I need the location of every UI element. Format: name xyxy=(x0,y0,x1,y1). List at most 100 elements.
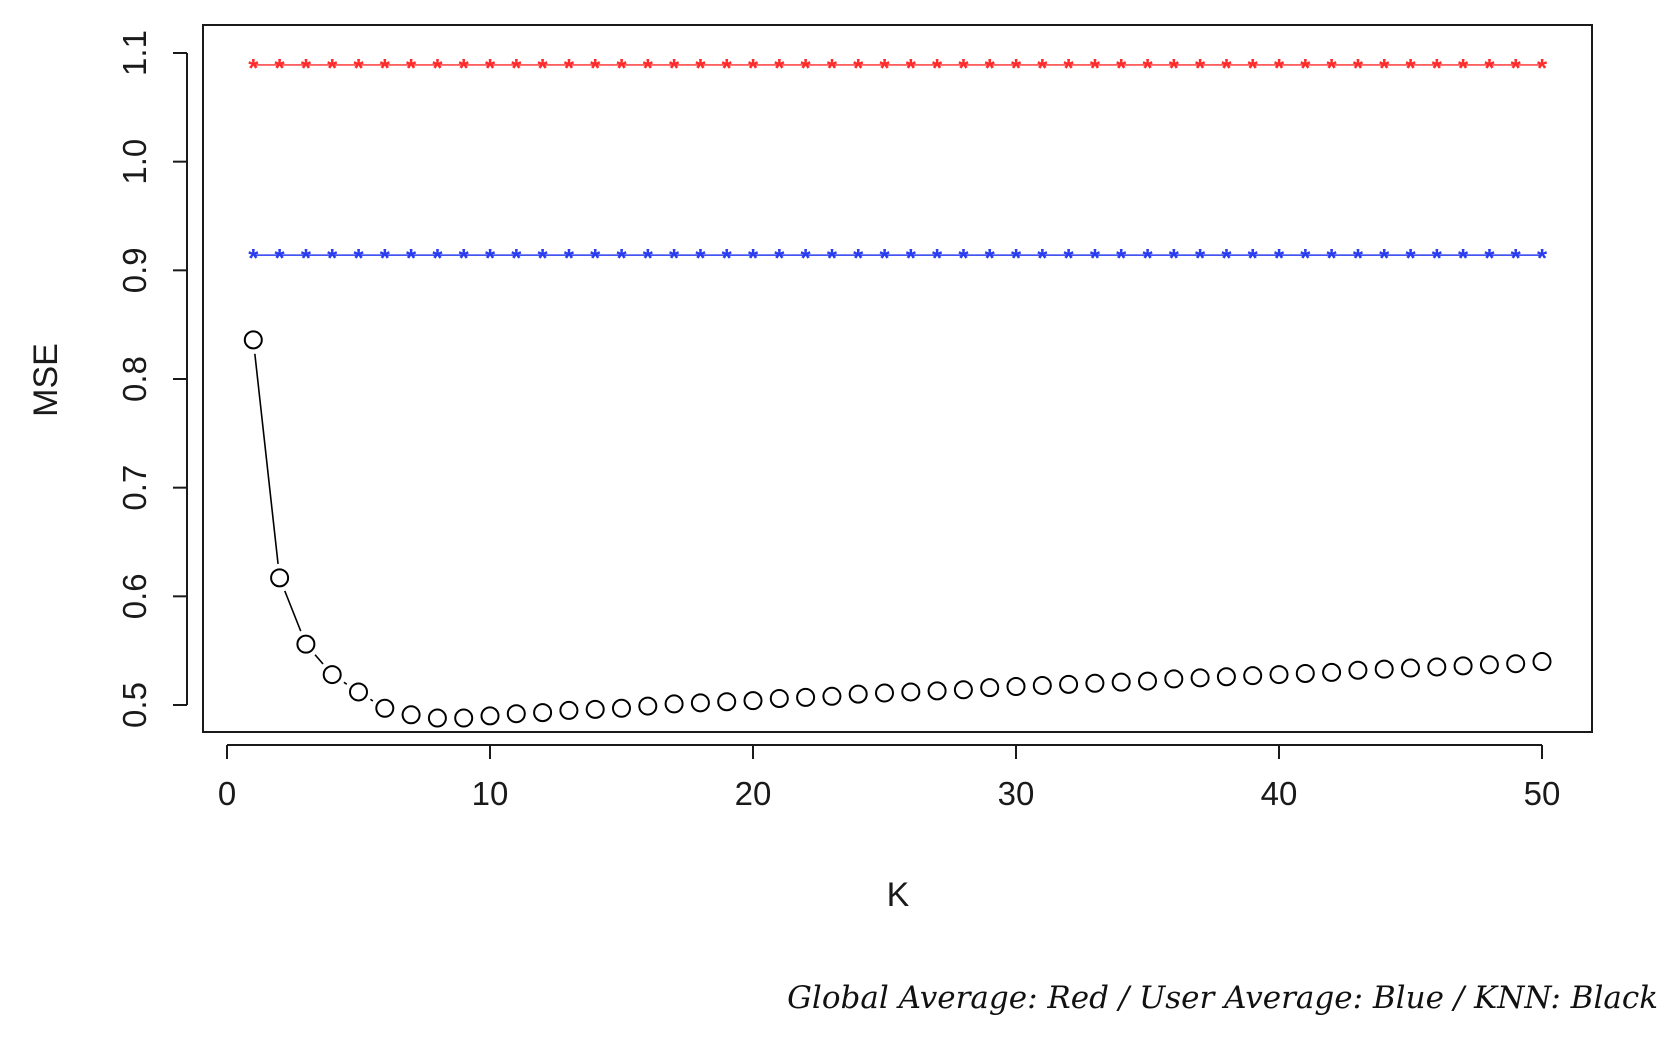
data-point: * xyxy=(1064,243,1075,273)
data-point xyxy=(1427,657,1447,677)
data-point: * xyxy=(1142,53,1153,83)
x-axis: 0 10 20 30 40 50 xyxy=(218,744,1561,812)
data-point: * xyxy=(1300,53,1311,83)
data-point: * xyxy=(1037,53,1048,83)
data-point: * xyxy=(511,53,522,83)
data-point: * xyxy=(564,243,575,273)
y-axis-label: MSE xyxy=(27,343,65,417)
data-point xyxy=(1348,660,1368,680)
data-point: * xyxy=(906,53,917,83)
data-point xyxy=(848,684,868,704)
data-point: * xyxy=(1432,53,1443,83)
y-axis: 0.5 0.6 0.7 0.8 0.9 1.0 1.1 xyxy=(116,30,188,728)
data-point: * xyxy=(248,243,259,273)
data-point xyxy=(243,330,263,350)
data-point xyxy=(1401,658,1420,678)
data-point xyxy=(953,680,973,700)
data-point: * xyxy=(1116,243,1127,273)
data-point: * xyxy=(643,243,654,273)
data-point: * xyxy=(459,243,470,273)
data-point xyxy=(1164,669,1184,689)
data-point xyxy=(664,694,684,714)
data-point: * xyxy=(1064,53,1075,83)
series-knn xyxy=(243,330,1552,728)
data-point xyxy=(769,688,789,708)
data-point: * xyxy=(1248,53,1259,83)
data-point: * xyxy=(1169,243,1180,273)
data-point: * xyxy=(590,243,601,273)
data-point: * xyxy=(353,243,364,273)
x-tick-label: 30 xyxy=(998,775,1035,812)
data-point: * xyxy=(1221,53,1232,83)
data-point: * xyxy=(906,243,917,273)
x-axis-label: K xyxy=(887,876,910,914)
data-point: * xyxy=(485,243,496,273)
data-point xyxy=(690,693,710,713)
data-point: * xyxy=(1405,53,1416,83)
y-tick-label: 0.5 xyxy=(116,682,153,728)
data-point: * xyxy=(1458,243,1469,273)
data-point xyxy=(901,682,921,702)
series-segment xyxy=(254,353,279,565)
data-point: * xyxy=(1090,53,1101,83)
data-point: * xyxy=(748,243,759,273)
data-point xyxy=(717,692,737,712)
data-point xyxy=(349,682,368,702)
data-point: * xyxy=(932,53,943,83)
data-point: * xyxy=(1484,243,1495,273)
plot-frame-group xyxy=(202,24,1593,733)
series-segment xyxy=(284,590,302,632)
data-point: * xyxy=(879,53,890,83)
series-segment xyxy=(314,654,324,665)
data-point: * xyxy=(301,243,312,273)
data-point: * xyxy=(327,243,338,273)
data-point: * xyxy=(380,243,391,273)
data-point: * xyxy=(1274,243,1285,273)
data-point xyxy=(559,700,579,720)
data-point xyxy=(585,699,605,719)
data-point: * xyxy=(1405,243,1416,273)
plot-frame xyxy=(202,24,1593,733)
data-point: * xyxy=(1353,243,1364,273)
data-point xyxy=(1032,675,1052,695)
data-point: * xyxy=(1195,53,1206,83)
series-global: * * * * * * * * * * * * * * * * * * * * * * * * * * * * * * * * * * * * * * * *… xyxy=(248,53,1548,83)
data-point: * xyxy=(748,53,759,83)
data-point xyxy=(1374,659,1394,679)
data-point: * xyxy=(432,53,443,83)
data-point xyxy=(796,687,816,707)
data-point: * xyxy=(459,53,470,83)
data-point: * xyxy=(380,53,391,83)
data-point: * xyxy=(985,243,996,273)
x-tick-label: 50 xyxy=(1524,775,1561,812)
data-point xyxy=(1138,671,1157,691)
data-point: * xyxy=(1116,53,1127,83)
data-point: * xyxy=(301,53,312,83)
data-point: * xyxy=(669,243,680,273)
series-segment xyxy=(369,698,374,702)
data-point: * xyxy=(327,53,338,83)
data-point: * xyxy=(538,53,549,83)
data-point: * xyxy=(406,53,417,83)
data-point: * xyxy=(1458,53,1469,83)
series-segment xyxy=(343,681,348,685)
data-point: * xyxy=(879,243,890,273)
series-group: * * * * * * * * * * * * * * * * * * * * * * * * * * * * * * * * * * * * * * * *… xyxy=(243,53,1552,728)
data-point xyxy=(1532,652,1552,672)
data-point: * xyxy=(1274,53,1285,83)
y-tick-label: 0.8 xyxy=(116,356,153,402)
data-point: * xyxy=(958,53,969,83)
x-tick-label: 40 xyxy=(1261,775,1298,812)
data-point: * xyxy=(248,53,259,83)
data-point xyxy=(1479,655,1499,675)
data-point xyxy=(1111,672,1131,692)
y-tick-label: 0.9 xyxy=(116,247,153,293)
data-point: * xyxy=(275,53,286,83)
data-point: * xyxy=(853,53,864,83)
data-point: * xyxy=(1037,243,1048,273)
data-point: * xyxy=(1090,243,1101,273)
data-point: * xyxy=(1537,53,1548,83)
data-point xyxy=(1506,654,1526,674)
data-point: * xyxy=(774,243,785,273)
